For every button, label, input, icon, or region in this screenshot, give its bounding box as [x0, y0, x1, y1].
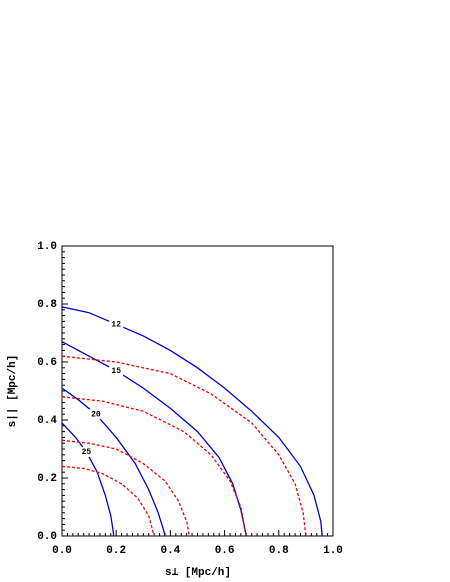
y-tick-label: 0.0 [37, 531, 57, 543]
x-tick-label: 0.4 [160, 545, 180, 557]
contour-line [61, 355, 307, 537]
x-tick-label: 0.2 [106, 545, 126, 557]
x-axis-label: s⊥ [Mpc/h] [165, 567, 231, 579]
x-tick-label: 0.0 [52, 545, 72, 557]
y-tick-label: 0.2 [37, 473, 57, 485]
contour-label: 15 [111, 367, 121, 376]
contour-line [61, 387, 166, 537]
contour-label-bg [79, 446, 94, 457]
contour-line [61, 422, 115, 536]
y-tick-label: 1.0 [37, 241, 57, 253]
contour-label: 25 [82, 448, 92, 457]
contour-line [61, 396, 247, 537]
contour-line [61, 439, 191, 537]
y-tick-label: 0.8 [37, 299, 57, 311]
contour-label: 12 [111, 320, 121, 329]
y-tick-label: 0.4 [37, 415, 57, 427]
x-tick-label: 0.8 [269, 545, 289, 557]
contour-line [61, 465, 155, 537]
contour-line [61, 306, 323, 537]
x-tick-label: 1.0 [323, 545, 343, 557]
x-tick-label: 0.6 [215, 545, 235, 557]
contour-line [61, 341, 247, 537]
contour-label: 20 [91, 410, 101, 419]
contour-label-bg [88, 409, 103, 420]
plot-frame [61, 245, 334, 537]
contour-label-bg [109, 319, 124, 330]
y-tick-label: 0.6 [37, 357, 57, 369]
y-axis-label: s|| [Mpc/h] [7, 355, 19, 428]
contour-label-bg [109, 365, 124, 376]
